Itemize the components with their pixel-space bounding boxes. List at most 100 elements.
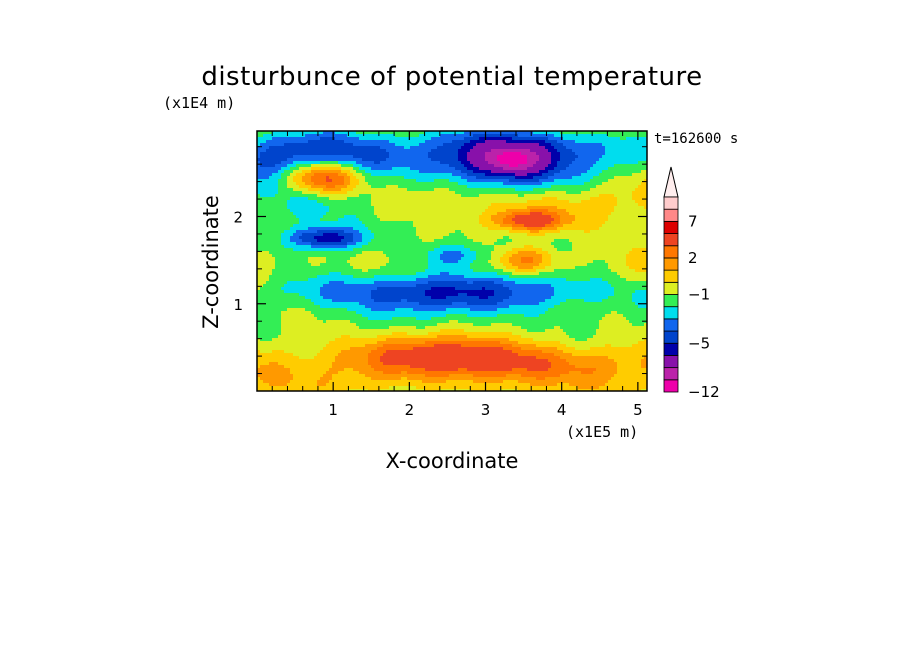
field-cell xyxy=(305,242,309,246)
field-cell xyxy=(419,149,423,153)
field-cell xyxy=(386,167,390,171)
field-cell xyxy=(422,164,426,168)
field-cell xyxy=(410,134,414,138)
field-cell xyxy=(386,206,390,210)
field-cell xyxy=(422,203,426,207)
field-cell xyxy=(530,239,534,243)
field-cell xyxy=(275,152,279,156)
field-cell xyxy=(488,242,492,246)
field-cell xyxy=(257,221,261,225)
field-cell xyxy=(362,170,366,174)
field-cell xyxy=(629,167,633,171)
field-cell xyxy=(380,239,384,243)
field-cell xyxy=(500,239,504,243)
field-cell xyxy=(296,194,300,198)
field-cell xyxy=(518,191,522,195)
field-cell xyxy=(449,194,453,198)
field-cell xyxy=(371,197,375,201)
field-cell xyxy=(452,200,456,204)
field-cell xyxy=(563,194,567,198)
field-cell xyxy=(518,227,522,231)
field-cell xyxy=(302,131,306,135)
field-cell xyxy=(413,143,417,147)
field-cell xyxy=(539,218,543,222)
field-cell xyxy=(602,233,606,237)
field-cell xyxy=(584,131,588,135)
field-cell xyxy=(476,167,480,171)
field-cell xyxy=(416,236,420,240)
field-cell xyxy=(635,149,639,153)
field-cell xyxy=(278,227,282,231)
field-cell xyxy=(404,191,408,195)
field-cell xyxy=(269,191,273,195)
field-cell xyxy=(440,158,444,162)
field-cell xyxy=(281,158,285,162)
field-cell xyxy=(593,152,597,156)
field-cell xyxy=(305,146,309,150)
field-cell xyxy=(440,155,444,159)
field-cell xyxy=(521,146,525,150)
field-cell xyxy=(566,146,570,150)
field-cell xyxy=(560,197,564,201)
field-cell xyxy=(308,218,312,222)
field-cell xyxy=(494,227,498,231)
field-cell xyxy=(269,236,273,240)
field-cell xyxy=(443,179,447,183)
field-cell xyxy=(569,215,573,219)
field-cell xyxy=(281,200,285,204)
field-cell xyxy=(296,239,300,243)
field-cell xyxy=(629,146,633,150)
field-cell xyxy=(614,146,618,150)
field-cell xyxy=(542,158,546,162)
field-cell xyxy=(335,176,339,180)
field-cell xyxy=(605,167,609,171)
field-cell xyxy=(287,215,291,219)
field-cell xyxy=(578,131,582,135)
field-cell xyxy=(554,209,558,213)
field-cell xyxy=(422,173,426,177)
field-cell xyxy=(263,233,267,237)
field-cell xyxy=(323,200,327,204)
field-cell xyxy=(374,245,378,249)
field-cell xyxy=(566,161,570,165)
field-cell xyxy=(491,149,495,153)
field-cell xyxy=(617,182,621,186)
field-cell xyxy=(296,227,300,231)
field-cell xyxy=(518,209,522,213)
field-cell xyxy=(572,221,576,225)
field-cell xyxy=(320,191,324,195)
field-cell xyxy=(305,197,309,201)
field-cell xyxy=(395,224,399,228)
field-cell xyxy=(383,140,387,144)
field-cell xyxy=(491,140,495,144)
field-cell xyxy=(569,191,573,195)
field-cell xyxy=(356,158,360,162)
field-cell xyxy=(281,218,285,222)
field-cell xyxy=(344,140,348,144)
field-cell xyxy=(560,182,564,186)
field-cell xyxy=(347,215,351,219)
field-cell xyxy=(350,212,354,216)
field-cell xyxy=(614,200,618,204)
field-cell xyxy=(437,134,441,138)
field-cell xyxy=(545,242,549,246)
field-cell xyxy=(341,131,345,135)
field-cell xyxy=(584,236,588,240)
field-cell xyxy=(500,164,504,168)
field-cell xyxy=(470,155,474,159)
field-cell xyxy=(491,236,495,240)
field-cell xyxy=(278,182,282,186)
field-cell xyxy=(464,215,468,219)
field-cell xyxy=(587,179,591,183)
field-cell xyxy=(434,242,438,246)
field-cell xyxy=(593,212,597,216)
field-cell xyxy=(497,188,501,192)
field-cell xyxy=(434,191,438,195)
field-cell xyxy=(299,158,303,162)
field-cell xyxy=(452,233,456,237)
field-cell xyxy=(266,242,270,246)
field-cell xyxy=(317,245,321,249)
field-cell xyxy=(593,197,597,201)
field-cell xyxy=(335,173,339,177)
field-cell xyxy=(410,176,414,180)
